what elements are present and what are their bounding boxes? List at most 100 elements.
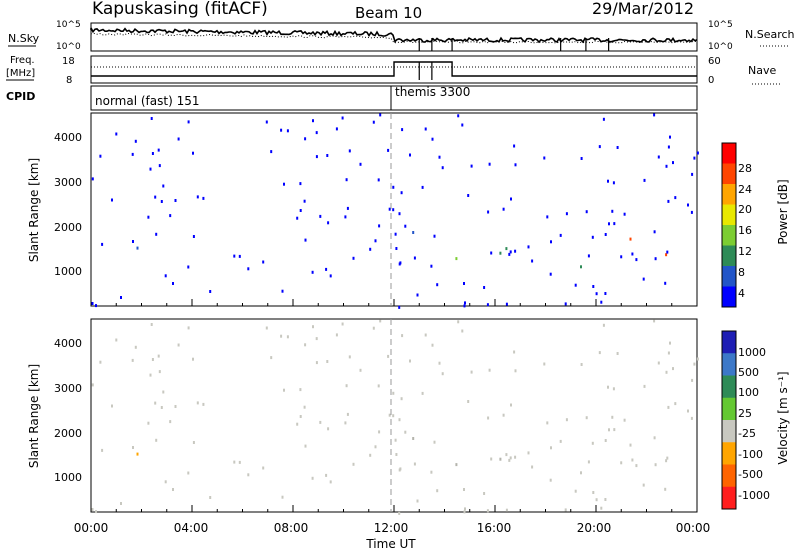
cpid-panel: CPID normal (fast) 151 themis 3300 xyxy=(6,85,698,111)
freq-tick-top: 18 xyxy=(62,56,75,67)
scatter-noise xyxy=(424,333,427,337)
x-tick-1200: 12:00 xyxy=(374,521,409,535)
cpid-mode-2: themis 3300 xyxy=(395,85,470,99)
scatter-noise xyxy=(262,260,265,264)
scatter-noise xyxy=(150,117,153,120)
scatter-noise xyxy=(187,326,190,330)
vel-cb-tick-m1000: -1000 xyxy=(738,489,770,502)
scatter-noise xyxy=(369,453,372,457)
scatter-noise xyxy=(607,385,609,389)
scatter-noise xyxy=(470,164,473,168)
scatter-noise xyxy=(303,199,306,203)
scatter-noise xyxy=(387,148,390,152)
power-ylabel: Slant Range [km] xyxy=(27,158,41,262)
scatter-noise xyxy=(315,155,318,159)
scatter-noise xyxy=(400,397,403,401)
scatter-noise xyxy=(348,149,351,153)
scatter-noise xyxy=(398,511,401,515)
scatter-cell xyxy=(665,253,668,257)
scatter-noise xyxy=(400,191,403,195)
scatter-noise xyxy=(457,320,460,324)
vel-cb-tick-m100: -100 xyxy=(738,448,763,461)
scatter-noise xyxy=(510,403,512,407)
scatter-noise xyxy=(151,358,154,361)
scatter-noise xyxy=(359,162,362,166)
scatter-noise xyxy=(457,114,460,118)
scatter-noise xyxy=(564,302,567,306)
scatter-noise xyxy=(131,152,134,156)
scatter-noise xyxy=(187,471,190,475)
scatter-noise xyxy=(372,326,375,330)
colorbar-swatch xyxy=(722,486,736,510)
freq-panel-frame xyxy=(90,55,698,84)
scatter-cell xyxy=(404,224,407,228)
scatter-noise xyxy=(612,181,615,185)
scatter-noise xyxy=(352,462,355,466)
velocity-ytick-3000: 3000 xyxy=(54,382,82,395)
scatter-noise xyxy=(595,292,598,296)
scatter-noise xyxy=(392,414,395,418)
scatter-noise xyxy=(132,240,134,243)
scatter-noise xyxy=(691,378,694,382)
scatter-noise xyxy=(315,337,318,341)
scatter-noise xyxy=(177,343,180,347)
colorbar-swatch xyxy=(722,266,736,287)
scatter-noise xyxy=(172,282,174,285)
scatter-noise xyxy=(319,420,322,424)
scatter-noise xyxy=(196,401,199,405)
scatter-noise xyxy=(327,427,330,431)
power-cb-tick-28: 28 xyxy=(738,162,752,175)
scatter-noise xyxy=(247,267,250,271)
vel-cb-tick-m25: -25 xyxy=(738,427,756,440)
noise-axis-top-right: 10^5 xyxy=(708,20,733,30)
scatter-noise xyxy=(666,456,669,460)
scatter-noise xyxy=(620,461,623,465)
colorbar-swatch xyxy=(722,204,736,226)
scatter-noise xyxy=(580,363,583,366)
scatter-noise xyxy=(299,415,302,418)
scatter-noise xyxy=(657,155,660,159)
scatter-noise xyxy=(172,488,174,491)
scatter-noise xyxy=(549,478,552,482)
scatter-noise xyxy=(464,507,466,511)
scatter-noise xyxy=(585,416,588,420)
beam-title: Beam 10 xyxy=(355,4,422,22)
scatter-noise xyxy=(564,508,567,512)
colorbar-swatch xyxy=(722,225,736,246)
scatter-noise xyxy=(379,113,382,117)
scatter-noise xyxy=(486,303,489,307)
scatter-noise xyxy=(209,290,212,293)
scatter-noise xyxy=(559,439,562,443)
scatter-cell xyxy=(499,251,502,255)
scatter-noise xyxy=(398,418,401,422)
scatter-noise xyxy=(602,117,605,121)
x-tick-2400: 00:00 xyxy=(676,521,711,535)
scatter-noise xyxy=(378,430,381,434)
noise-axis-bottom: 10^0 xyxy=(56,42,81,52)
scatter-noise xyxy=(387,354,390,358)
scatter-noise xyxy=(359,368,362,372)
colorbar-swatch xyxy=(722,286,736,308)
scatter-noise xyxy=(120,296,122,299)
cpid-panel-frame xyxy=(90,85,698,111)
scatter-noise xyxy=(438,155,441,159)
scatter-noise xyxy=(690,416,693,420)
nave-tick-top: 60 xyxy=(708,56,721,67)
scatter-noise xyxy=(483,286,486,289)
scatter-noise xyxy=(608,428,610,432)
scatter-noise xyxy=(616,146,619,149)
scatter-noise xyxy=(409,359,411,363)
scatter-noise xyxy=(315,131,318,135)
scatter-noise xyxy=(388,413,391,417)
scatter-noise xyxy=(388,207,391,211)
scatter-noise xyxy=(600,506,603,510)
scatter-noise xyxy=(395,453,398,456)
scatter-noise xyxy=(312,119,314,123)
cpid-label: CPID xyxy=(6,90,35,103)
freq-trace xyxy=(91,61,697,80)
scatter-noise xyxy=(115,338,118,342)
scatter-noise xyxy=(233,254,236,258)
scatter-noise xyxy=(616,352,619,355)
colorbar-frame xyxy=(721,330,737,510)
scatter-noise xyxy=(635,464,638,468)
